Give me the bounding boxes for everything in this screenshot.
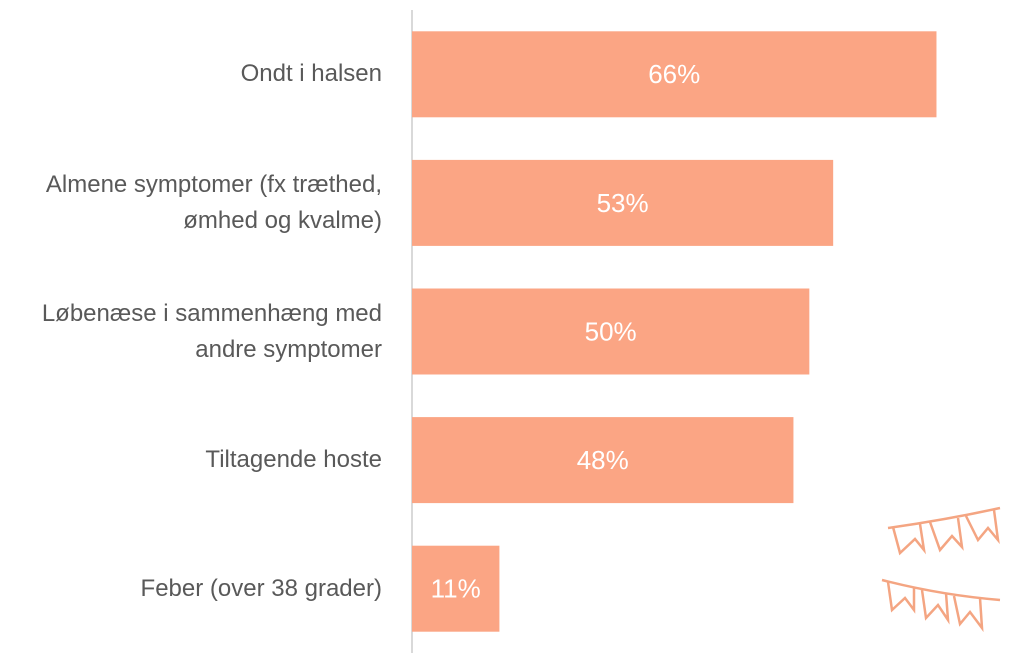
- category-label: Tiltagende hoste: [7, 442, 382, 478]
- category-label: Løbenæse i sammenhæng med andre symptome…: [7, 296, 382, 368]
- category-label: Ondt i halsen: [7, 56, 382, 92]
- category-label: Almene symptomer (fx træthed, ømhed og k…: [7, 167, 382, 239]
- value-label: 48%: [577, 445, 629, 475]
- value-label: 50%: [585, 316, 637, 346]
- bunting-decoration: [882, 508, 1000, 628]
- value-label: 66%: [648, 59, 700, 89]
- page: 66%53%50%48%11% (() => { const data = JS…: [0, 0, 1025, 653]
- value-label: 53%: [597, 188, 649, 218]
- category-label: Feber (over 38 grader): [7, 571, 382, 607]
- value-label: 11%: [431, 574, 481, 604]
